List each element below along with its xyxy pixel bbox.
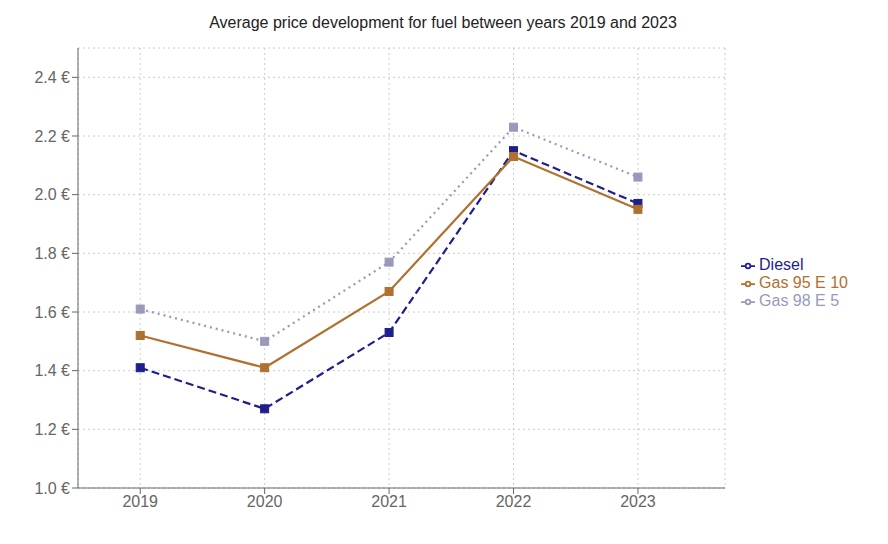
svg-text:2023: 2023 <box>620 493 656 510</box>
svg-text:1.2 €: 1.2 € <box>34 421 70 438</box>
svg-text:2022: 2022 <box>496 493 532 510</box>
svg-text:2021: 2021 <box>371 493 407 510</box>
svg-text:1.6 €: 1.6 € <box>34 304 70 321</box>
html-text:Gas 98 E 5: Gas 98 E 5 <box>759 292 840 309</box>
html-text:Average price development for: Average price development for fuel betwe… <box>209 14 677 31</box>
svg-text:2020: 2020 <box>247 493 283 510</box>
svg-text:2019: 2019 <box>122 493 158 510</box>
html-text:Gas 95 E 10: Gas 95 E 10 <box>759 274 848 291</box>
html-text:Diesel: Diesel <box>759 256 804 273</box>
svg-text:1.4 €: 1.4 € <box>34 362 70 379</box>
svg-text:2.4 €: 2.4 € <box>34 69 70 86</box>
svg-text:2.0 €: 2.0 € <box>34 186 70 203</box>
svg-text:2.2 €: 2.2 € <box>34 128 70 145</box>
svg-text:1.0 €: 1.0 € <box>34 480 70 497</box>
svg-text:1.8 €: 1.8 € <box>34 245 70 262</box>
